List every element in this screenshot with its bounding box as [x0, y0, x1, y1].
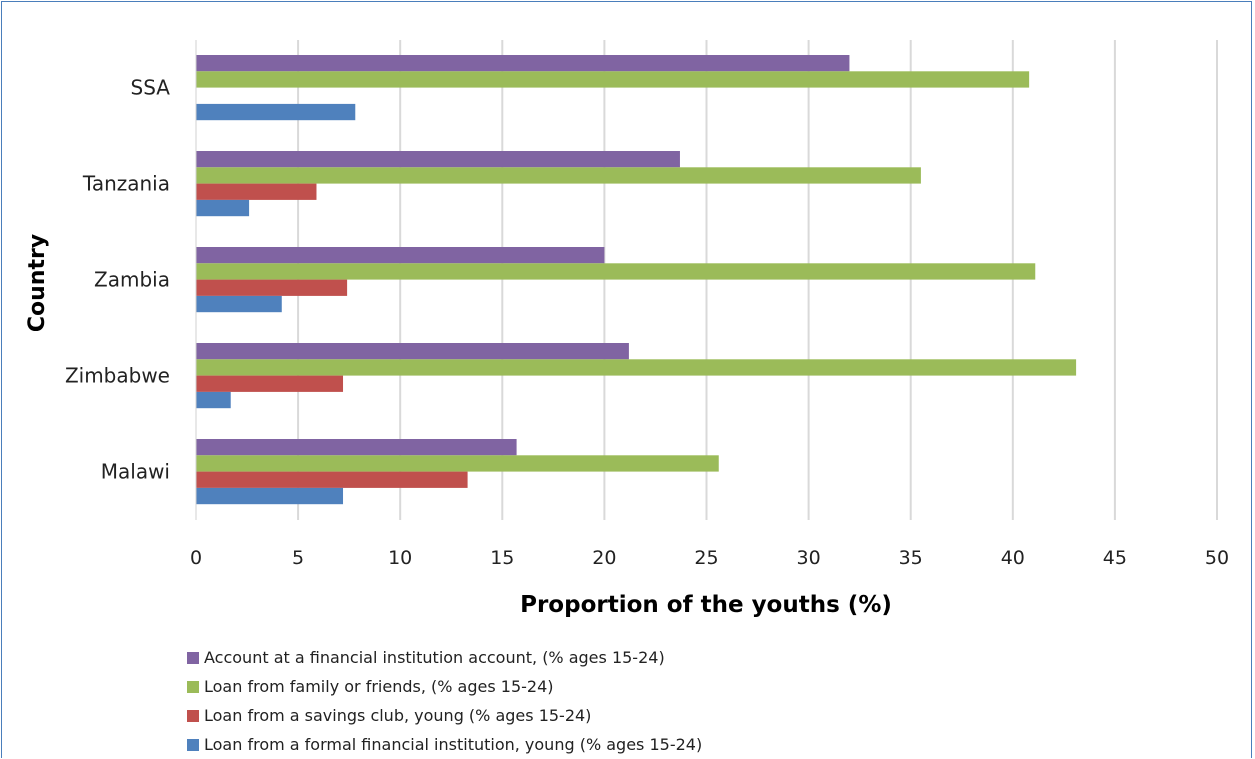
bar	[196, 279, 348, 296]
bar	[196, 471, 468, 488]
bar	[196, 247, 605, 264]
y-tick-label: Zambia	[94, 268, 170, 292]
x-tick-label: 0	[190, 547, 202, 569]
bar	[196, 295, 282, 313]
x-tick-label: 40	[1001, 547, 1025, 569]
x-tick-labels: 0 5 10 15 20 25 30 35 40 45 50	[190, 547, 1229, 569]
x-tick-label: 45	[1103, 547, 1127, 569]
bar	[196, 263, 1036, 280]
bar	[196, 151, 680, 168]
bar	[196, 487, 344, 505]
bar	[196, 359, 1077, 376]
legend: Account at a financial institution accou…	[187, 643, 702, 759]
x-tick-label: 20	[592, 547, 616, 569]
y-axis-title: Country	[25, 234, 50, 332]
legend-label: Loan from family or friends, (% ages 15-…	[204, 677, 554, 696]
y-tick-labels: SSA Tanzania Zambia Zimbabwe Malawi	[65, 76, 170, 484]
bar	[196, 71, 1030, 88]
y-tick-label: SSA	[131, 76, 171, 100]
legend-swatch	[187, 738, 199, 751]
legend-label: Loan from a formal financial institution…	[204, 735, 703, 754]
bar	[196, 55, 850, 72]
y-tick-label: Malawi	[101, 460, 170, 484]
bar	[196, 183, 317, 200]
x-tick-label: 5	[292, 547, 304, 569]
legend-item: Loan from family or friends, (% ages 15-…	[187, 672, 702, 701]
bar	[196, 199, 250, 217]
bar	[196, 455, 719, 472]
x-tick-label: 50	[1205, 547, 1229, 569]
bar	[196, 375, 344, 392]
bar	[196, 343, 629, 360]
legend-label: Account at a financial institution accou…	[204, 648, 665, 667]
bar	[196, 167, 921, 184]
x-tick-label: 15	[490, 547, 514, 569]
x-axis-title: Proportion of the youths (%)	[520, 592, 892, 618]
legend-swatch	[187, 651, 199, 664]
bar	[196, 103, 356, 121]
bar	[196, 391, 231, 409]
x-tick-label: 30	[797, 547, 821, 569]
x-tick-label: 10	[388, 547, 412, 569]
legend-swatch	[187, 709, 199, 722]
x-tick-label: 35	[899, 547, 923, 569]
bars	[196, 55, 1077, 505]
legend-label: Loan from a savings club, young (% ages …	[204, 706, 592, 725]
legend-item: Loan from a formal financial institution…	[187, 730, 702, 759]
legend-item: Loan from a savings club, young (% ages …	[187, 701, 702, 730]
bar	[196, 439, 517, 456]
y-tick-label: Tanzania	[82, 172, 170, 196]
y-tick-label: Zimbabwe	[65, 364, 170, 388]
legend-swatch	[187, 680, 199, 693]
legend-item: Account at a financial institution accou…	[187, 643, 702, 672]
x-tick-label: 25	[694, 547, 718, 569]
